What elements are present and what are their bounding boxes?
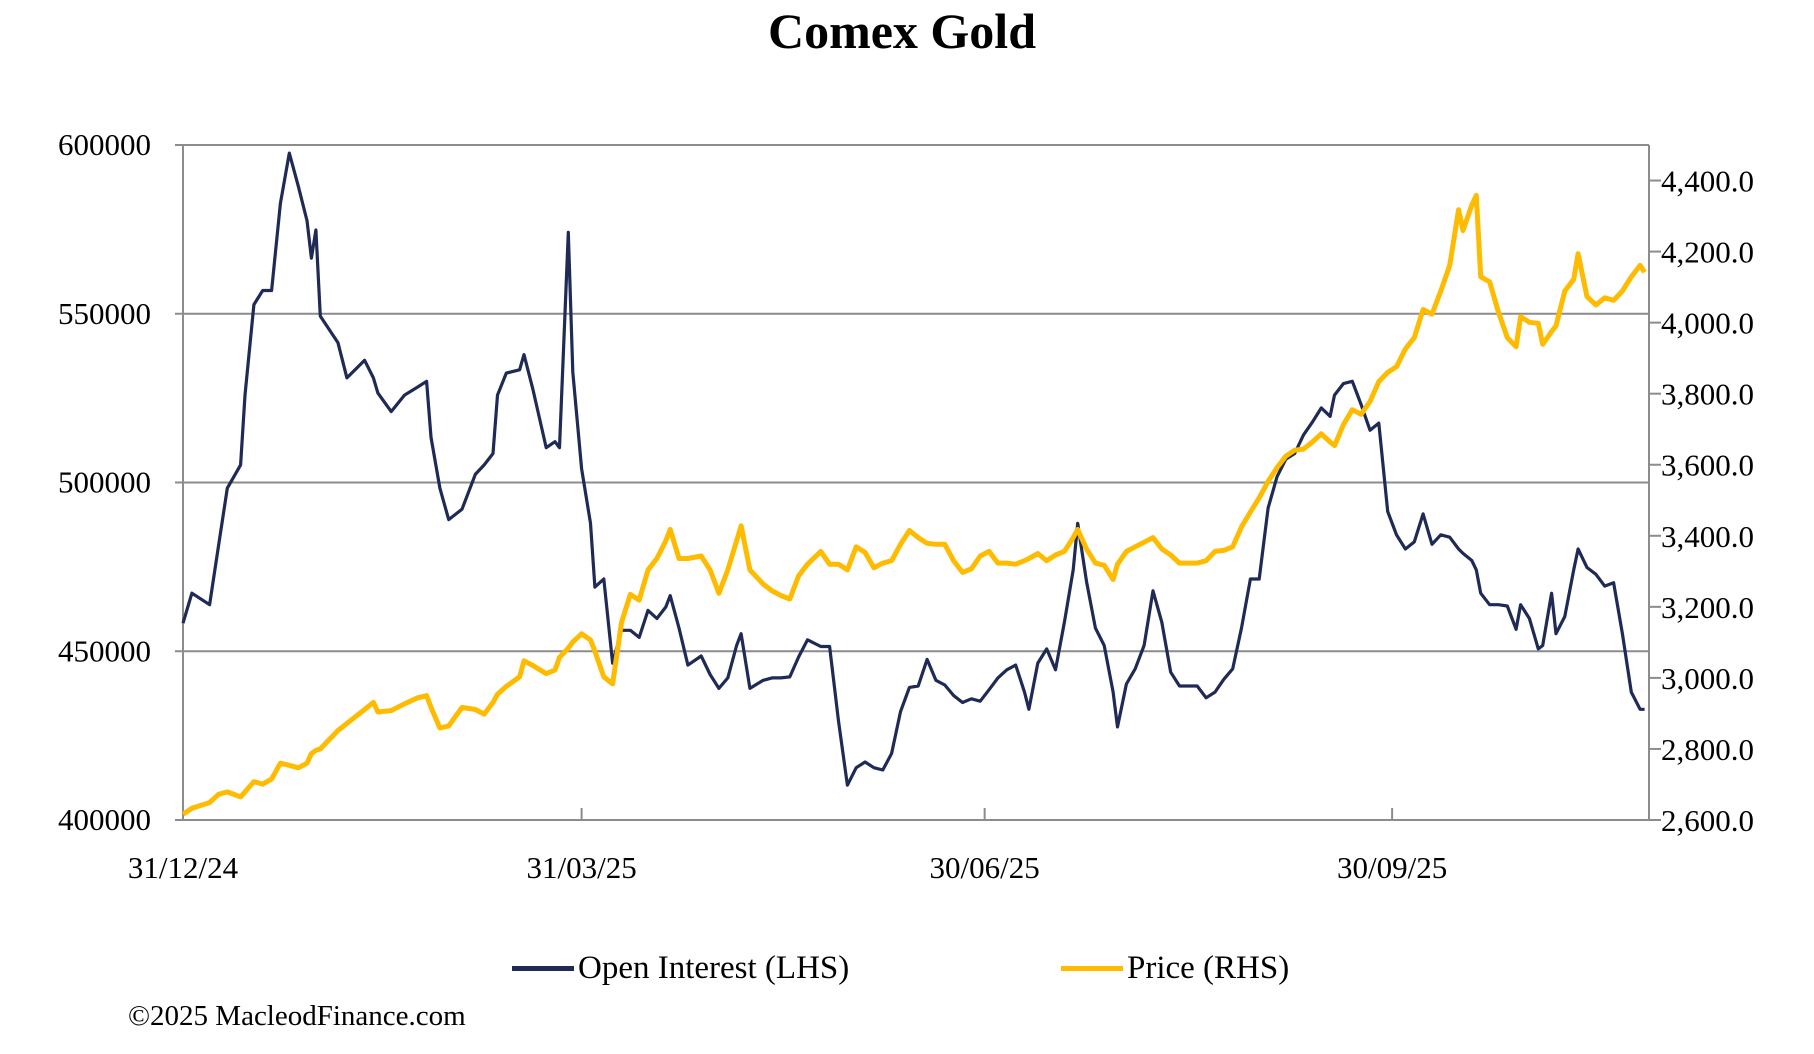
y-right-tick-label: 2,800.0 [1661,732,1754,767]
x-tick-label: 30/09/25 [1337,850,1447,885]
y-right-tick-label: 4,000.0 [1661,306,1754,341]
series-line-price [181,192,1647,817]
y-left-tick-label: 600000 [58,127,151,162]
legend-label-open-interest: Open Interest (LHS) [578,950,850,986]
copyright-text: ©2025 MacleodFinance.com [128,1000,466,1032]
x-tick-label: 31/03/25 [526,850,636,885]
legend-item-open-interest: Open Interest (LHS) [512,950,849,987]
y-right-tick-label: 3,600.0 [1661,448,1754,483]
x-tick-label: 31/12/24 [128,850,239,885]
y-left-tick-label: 500000 [58,465,151,500]
y-left-tick-label: 550000 [58,296,151,331]
chart-title: Comex Gold [767,3,1037,59]
y-right-tick-label: 3,000.0 [1661,661,1754,696]
axes: 400000 450000 500000 550000 600000 2,600.0 2,8… [58,127,1754,885]
legend-swatch-price [1061,966,1123,971]
legend-swatch-open-interest [512,966,574,971]
legend-item-price: Price (RHS) [1061,950,1289,987]
y-right-tick-label: 3,800.0 [1661,377,1754,412]
series-line-open-interest [181,151,1645,787]
x-tick-label: 30/06/25 [930,850,1040,885]
y-right-tick-label: 4,200.0 [1661,235,1754,270]
series-lines [181,151,1647,817]
y-right-tick-label: 4,400.0 [1661,164,1754,199]
y-left-tick-label: 400000 [58,802,151,837]
gridlines [175,144,1649,821]
y-right-tick-label: 2,600.0 [1661,803,1754,838]
y-right-tick-label: 3,400.0 [1661,519,1754,554]
legend-label-price: Price (RHS) [1127,950,1290,986]
y-left-tick-label: 450000 [58,633,151,668]
y-right-tick-label: 3,200.0 [1661,590,1754,625]
